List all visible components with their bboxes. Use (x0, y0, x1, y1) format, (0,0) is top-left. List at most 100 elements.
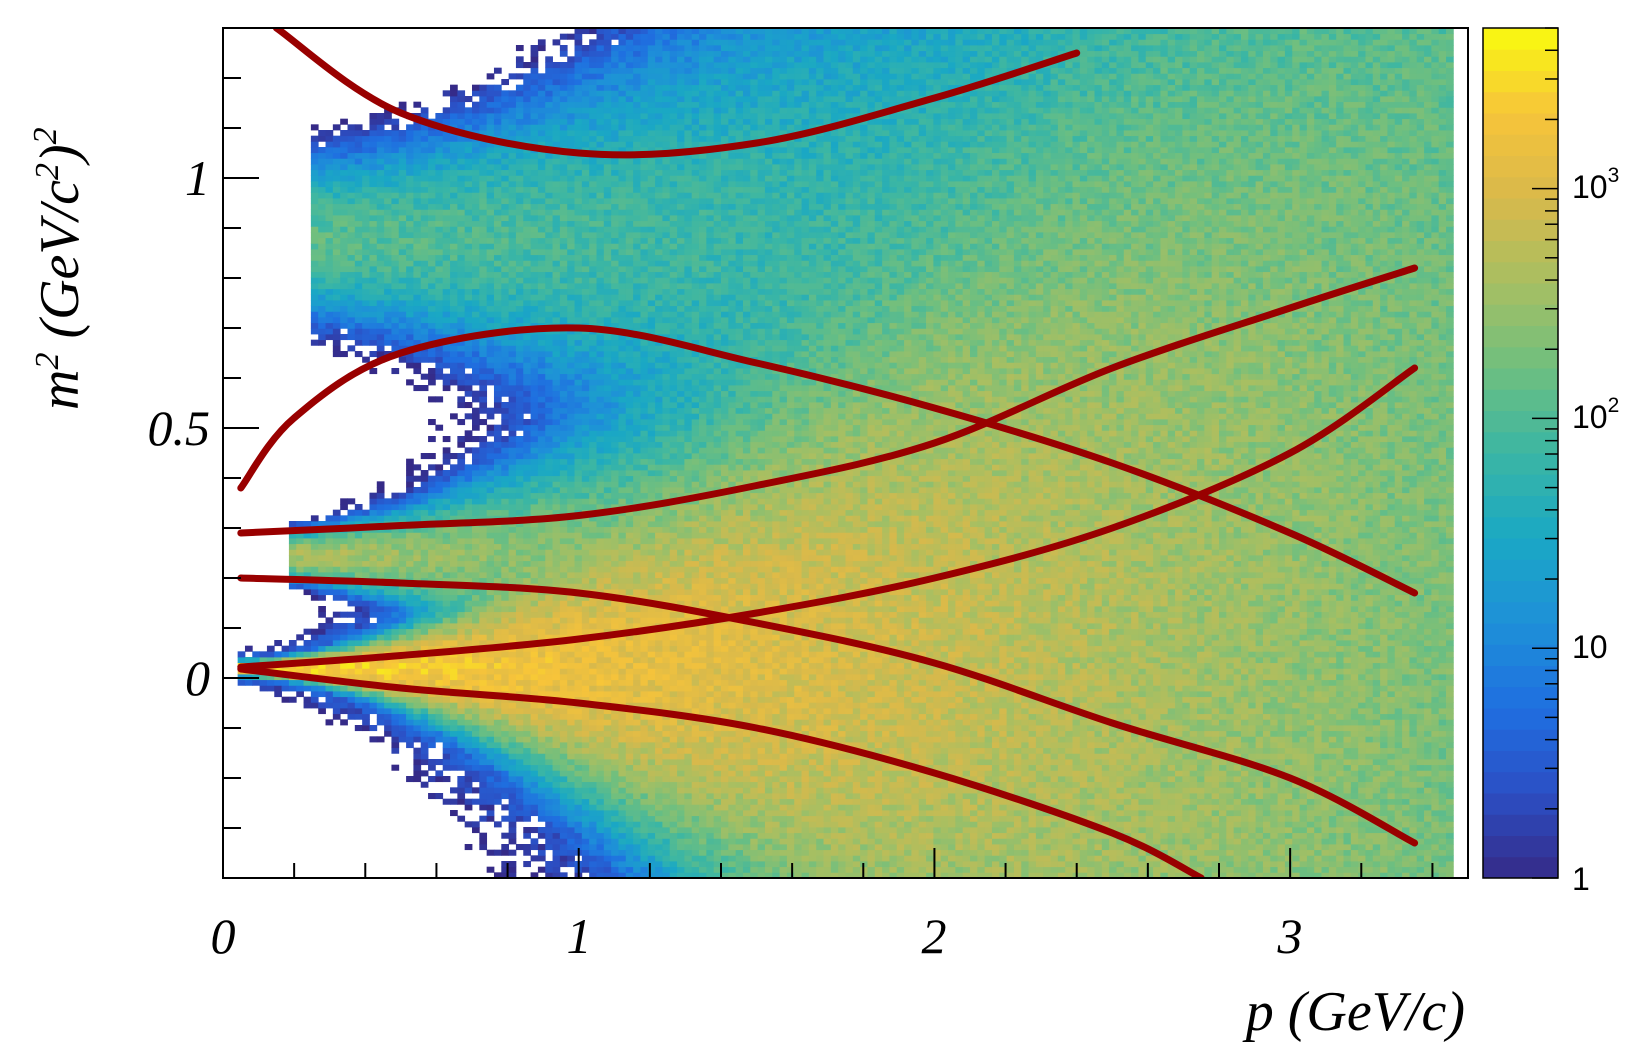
heatmap-cell (450, 747, 458, 754)
heatmap-cell (391, 249, 400, 256)
heatmap-cell (603, 345, 612, 352)
heatmap-cell (450, 169, 458, 176)
heatmap-cell (310, 640, 319, 647)
heatmap-cell (457, 566, 466, 573)
heatmap-cell (281, 651, 290, 658)
heatmap-cell (515, 668, 524, 675)
heatmap-cell (515, 804, 524, 811)
heatmap-cell (362, 509, 370, 516)
heatmap-cell (472, 373, 480, 380)
heatmap-cell (332, 702, 341, 709)
heatmap-cell (545, 600, 553, 607)
heatmap-cell (581, 594, 590, 601)
heatmap-cell (398, 175, 407, 182)
heatmap-cell (281, 696, 290, 703)
heatmap-cell (515, 356, 524, 363)
heatmap-cell (413, 725, 422, 732)
heatmap-cell (391, 679, 400, 686)
heatmap-cell (515, 475, 524, 482)
heatmap-cell (603, 458, 612, 465)
heatmap-cell (596, 736, 605, 743)
heatmap-cell (457, 538, 466, 545)
heatmap-cell (391, 634, 400, 641)
heatmap-cell (523, 730, 531, 737)
heatmap-cell (413, 566, 422, 573)
heatmap-cell (472, 770, 480, 777)
heatmap-cell (413, 175, 422, 182)
heatmap-cell (493, 453, 502, 460)
heatmap-cell (450, 147, 458, 154)
heatmap-cell (493, 220, 502, 227)
heatmap-cell (310, 232, 319, 239)
heatmap-cell (472, 311, 480, 318)
heatmap-cell (596, 147, 605, 154)
heatmap-cell (464, 237, 473, 244)
heatmap-cell (530, 838, 539, 845)
heatmap-cell (589, 668, 597, 675)
heatmap-cell (501, 504, 510, 511)
heatmap-cell (567, 385, 575, 392)
heatmap-cell (398, 186, 407, 193)
heatmap-cell (420, 634, 429, 641)
heatmap-cell (450, 662, 458, 669)
heatmap-cell (545, 770, 553, 777)
heatmap-cell (472, 543, 480, 550)
heatmap-cell (574, 787, 583, 794)
heatmap-cell (515, 708, 524, 715)
heatmap-cell (376, 555, 385, 562)
heatmap-cell (347, 254, 356, 261)
heatmap-cell (493, 215, 502, 222)
heatmap-cell (501, 538, 510, 545)
heatmap-cell (384, 662, 392, 669)
heatmap-cell (493, 634, 502, 641)
heatmap-cell (501, 209, 510, 216)
heatmap-cell (420, 560, 429, 567)
heatmap-cell (450, 713, 458, 720)
heatmap-cell (501, 560, 510, 567)
heatmap-cell (574, 118, 583, 125)
heatmap-cell (574, 67, 583, 74)
heatmap-cell (347, 691, 356, 698)
heatmap-cell (435, 543, 444, 550)
heatmap-cell (537, 560, 546, 567)
heatmap-cell (347, 220, 356, 227)
heatmap-cell (493, 504, 502, 511)
heatmap-cell (310, 277, 319, 284)
heatmap-cell (530, 470, 539, 477)
heatmap-cell (472, 702, 480, 709)
heatmap-cell (384, 277, 392, 284)
heatmap-cell (369, 736, 378, 743)
heatmap-cell (603, 623, 612, 630)
heatmap-cell (537, 679, 546, 686)
heatmap-cell (435, 254, 444, 261)
heatmap-cell (618, 526, 627, 533)
heatmap-cell (384, 589, 392, 596)
heatmap-cell (332, 691, 341, 698)
heatmap-cell (603, 815, 612, 822)
heatmap-cell (332, 543, 341, 550)
heatmap-cell (362, 254, 370, 261)
heatmap-cell (574, 713, 583, 720)
heatmap-cell (457, 696, 466, 703)
heatmap-cell (450, 237, 458, 244)
heatmap-cell (552, 141, 561, 148)
heatmap-cell (559, 45, 568, 52)
heatmap-cell (332, 198, 341, 205)
heatmap-cell (332, 696, 341, 703)
heatmap-cell (552, 611, 561, 618)
heatmap-cell (589, 254, 597, 261)
heatmap-cell (611, 169, 619, 176)
heatmap-cell (589, 300, 597, 307)
heatmap-cell (442, 657, 451, 664)
heatmap-cell (391, 130, 400, 137)
heatmap-cell (413, 135, 422, 142)
heatmap-cell (559, 181, 568, 188)
heatmap-cell (450, 311, 458, 318)
heatmap-cell (515, 260, 524, 267)
heatmap-cell (530, 300, 539, 307)
heatmap-cell (574, 600, 583, 607)
heatmap-cell (589, 39, 597, 46)
heatmap-cell (574, 674, 583, 681)
heatmap-cell (596, 322, 605, 329)
heatmap-cell (428, 141, 436, 148)
